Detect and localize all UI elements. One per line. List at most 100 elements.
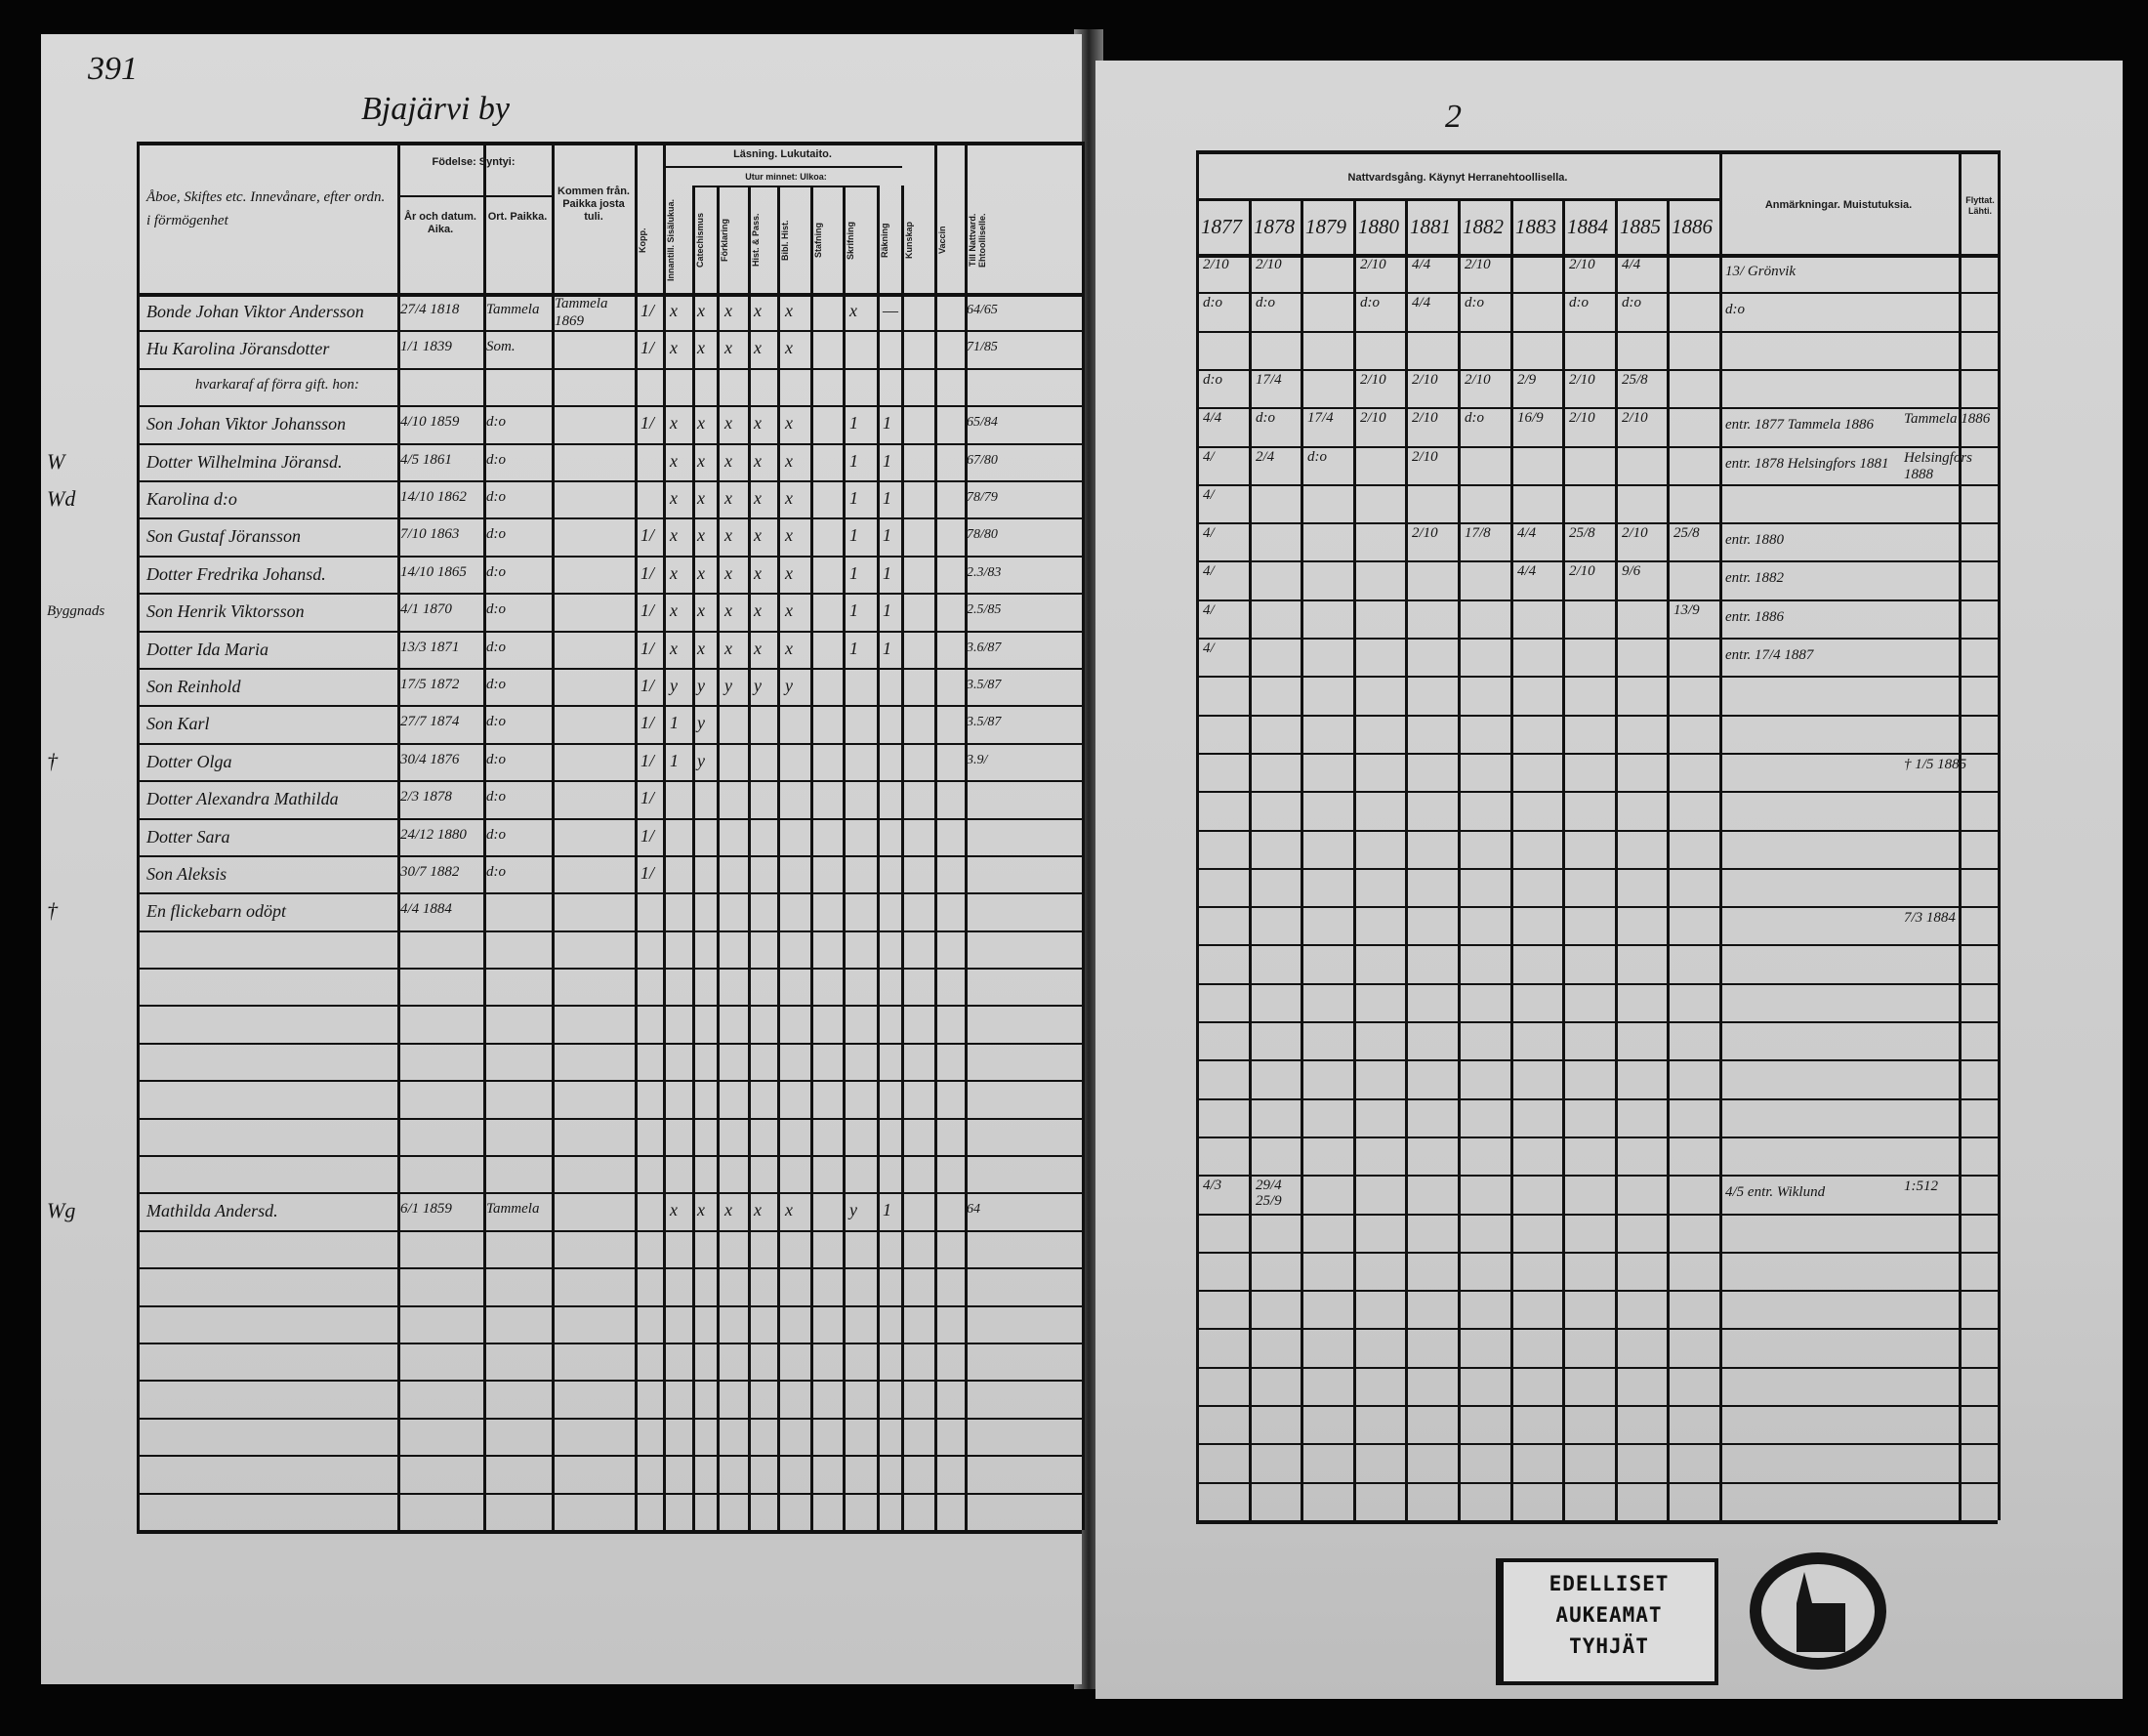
literacy-mark: y [724,676,732,695]
literacy-mark: x [754,488,762,508]
stamp-line: TYHJÄT [1569,1634,1649,1658]
literacy-mark: x [785,338,793,357]
literacy-mark: x [670,600,678,620]
literacy-mark: x [754,301,762,320]
literacy-mark: x [697,525,705,545]
birth-header: Födelse: Syntyi: [432,156,516,168]
communion-mark: 16/9 [1517,410,1544,426]
birth-place: d:o [486,601,506,617]
sub-column-header: Catechismus [695,212,705,269]
row-rule [1196,331,1998,333]
row-rule [1196,753,1998,755]
literacy-mark: x [670,338,678,357]
year-column-rule [1458,198,1461,1520]
year-header: 1882 [1463,215,1504,238]
communion-mark: 9/6 [1622,563,1641,579]
communion-mark: 4/ [1203,449,1215,465]
row-rule [137,1380,1082,1382]
literacy-mark: x [785,639,793,658]
literacy-mark: 78/79 [967,490,998,505]
communion-mark: 17/4 [1307,410,1334,426]
row-rule [137,780,1082,782]
literacy-mark: x [785,525,793,545]
year-column-rule [1510,198,1513,1520]
communion-mark: 4/ [1203,525,1215,541]
literacy-mark: 71/85 [967,340,998,354]
communion-mark: 2/10 [1412,410,1438,426]
person-name: En flickebarn odöpt [146,901,286,921]
literacy-mark: x [754,639,762,658]
literacy-mark: x [724,451,732,471]
communion-mark: 2/10 [1360,410,1386,426]
literacy-mark: x [754,600,762,620]
sub-column-header: Bibl. Hist. [780,220,790,261]
column-rule [692,186,695,1530]
row-rule [137,1305,1082,1307]
birth-place: d:o [486,789,506,805]
row-rule [1196,1405,1998,1407]
communion-mark: 2/10 [1360,372,1386,388]
communion-mark: d:o [1307,449,1327,465]
right-page [1095,61,2123,1699]
communion-header: Nattvardsgång. Käynyt Herranehtoollisell… [1347,172,1568,184]
birth-subrule [397,195,552,197]
remarks-header: Anmärkningar. Muistutuksia. [1764,199,1913,211]
literacy-mark: 67/80 [967,453,998,468]
literacy-mark: 1/ [640,639,655,658]
row-rule [137,517,1082,519]
communion-mark: 2/10 [1622,525,1648,541]
moved-note: 1:512 [1904,1178,1938,1194]
table-border-bottom [137,1530,1082,1534]
literacy-mark: x [724,525,732,545]
sub-column-header: Kunskap [904,222,914,260]
birth-date: 27/4 1818 [400,302,460,317]
came-from-header: Kommen från. Paikka josta tuli. [558,186,630,223]
row-rule [137,1043,1082,1045]
column-rule [552,142,555,1530]
literacy-mark: 1/ [640,788,655,807]
row-rule [137,593,1082,595]
literacy-mark: 1/ [640,863,655,883]
row-margin-note: † [47,749,58,773]
church-seal-icon [1750,1552,1886,1670]
communion-mark: 2/10 [1569,410,1595,426]
birth-place: d:o [486,752,506,767]
literacy-mark: x [724,338,732,357]
person-name: Son Henrik Viktorsson [146,601,305,621]
moved-note: 7/3 1884 [1904,910,1956,926]
sub-column-header: Kopp. [638,227,647,253]
row-rule [137,1267,1082,1269]
row-rule [137,368,1082,370]
column-rule [397,142,400,1530]
remark-note: entr. 1877 Tammela 1886 [1725,417,1874,433]
birth-place: d:o [486,827,506,843]
column-rule [717,186,720,1530]
literacy-mark: x [724,639,732,658]
sub-column-header: Vaccin [937,226,947,255]
row-rule [1196,906,1998,908]
communion-mark: d:o [1256,410,1275,426]
communion-mark: d:o [1622,295,1641,310]
row-rule [137,330,1082,332]
year-column-rule [1562,198,1565,1520]
year-header: 1881 [1410,215,1451,238]
row-rule [1196,1059,1998,1061]
row-rule [137,818,1082,820]
communion-mark: 13/9 [1673,602,1700,618]
birth-date: 30/7 1882 [400,864,460,880]
birth-date: 4/1 1870 [400,601,452,617]
birth-place: d:o [486,452,506,468]
person-name: Son Gustaf Jöransson [146,526,302,546]
year-header: 1886 [1672,215,1713,238]
moved-note: † 1/5 1885 [1904,757,1967,772]
literacy-mark: y [754,676,762,695]
literacy-mark: x [724,600,732,620]
literacy-mark: x [670,488,678,508]
birth-place: d:o [486,640,506,655]
birth-place: d:o [486,714,506,729]
person-name: Son Karl [146,714,210,733]
literacy-mark: x [697,639,705,658]
row-rule [1196,292,1998,294]
row-rule [1196,715,1998,717]
communion-mark: 2/10 [1256,257,1282,272]
